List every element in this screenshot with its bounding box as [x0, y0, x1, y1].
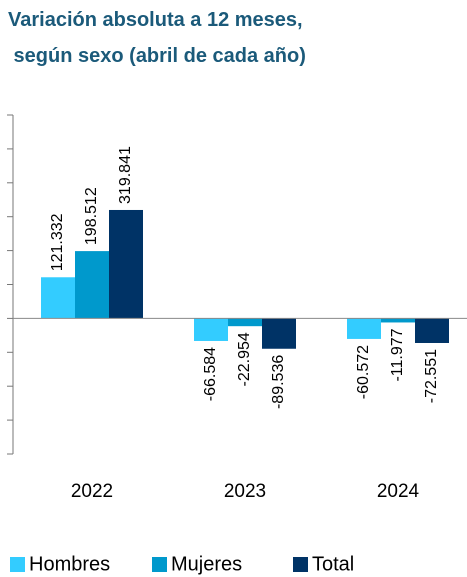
x-tick-label: 2022: [71, 481, 113, 502]
data-label: -22.954: [236, 332, 253, 386]
legend-swatch: [152, 557, 167, 572]
legend-label: Total: [312, 553, 354, 575]
bar: [228, 318, 262, 327]
chart-title: Variación absoluta a 12 meses,: [8, 9, 303, 31]
data-label: 198.512: [83, 187, 100, 245]
x-tick-label: 2024: [377, 481, 420, 502]
bar: [109, 209, 143, 319]
legend-label: Hombres: [29, 553, 110, 575]
bar: [415, 318, 449, 343]
bar: [347, 318, 381, 339]
data-label: 121.332: [49, 213, 66, 271]
bar: [381, 318, 415, 323]
data-label: -89.536: [270, 355, 287, 409]
bar: [262, 318, 296, 349]
data-label: -11.977: [389, 328, 406, 381]
data-label: -72.551: [423, 349, 440, 403]
legend-swatch: [10, 557, 25, 572]
bar: [75, 251, 109, 319]
data-label: 319.841: [117, 146, 134, 204]
legend-swatch: [293, 557, 308, 572]
data-label: -66.584: [202, 347, 219, 401]
data-label: -60.572: [355, 345, 372, 399]
chart-title: según sexo (abril de cada año): [8, 45, 306, 67]
bar: [194, 318, 228, 341]
bar: [41, 277, 75, 319]
x-tick-label: 2023: [224, 481, 266, 502]
legend-label: Mujeres: [171, 553, 242, 575]
